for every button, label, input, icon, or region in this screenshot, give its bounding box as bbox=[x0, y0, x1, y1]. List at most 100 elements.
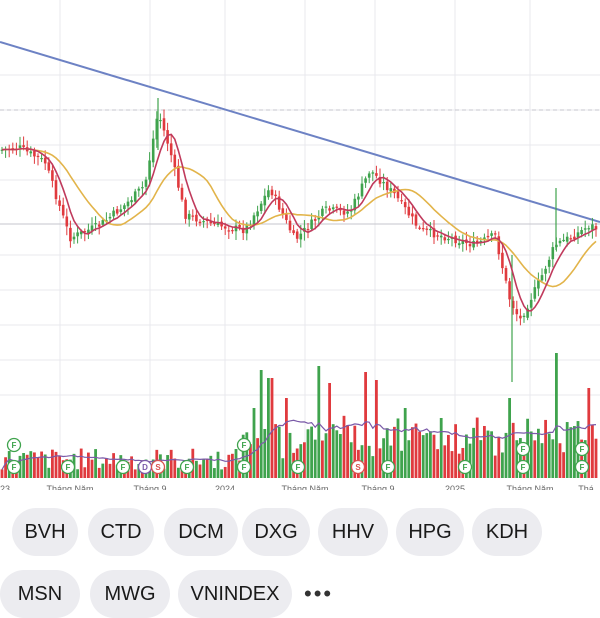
symbol-chip-hpg[interactable]: HPG bbox=[396, 508, 464, 556]
event-marker[interactable]: F bbox=[574, 441, 590, 457]
volume-bar bbox=[166, 455, 169, 478]
volume-bar bbox=[231, 453, 234, 478]
volume-bar bbox=[43, 454, 47, 478]
volume-bar bbox=[371, 456, 375, 478]
volume-bar bbox=[252, 408, 256, 478]
volume-bar bbox=[317, 366, 321, 478]
candle-body bbox=[231, 230, 234, 232]
event-marker-label: F bbox=[12, 463, 17, 472]
volume-bar bbox=[40, 451, 43, 478]
volume-bar bbox=[83, 467, 87, 478]
volume-bar bbox=[249, 444, 252, 478]
event-marker-label: F bbox=[242, 441, 247, 450]
volume-bar bbox=[533, 440, 537, 478]
volume-bar bbox=[497, 436, 501, 478]
event-marker[interactable]: S bbox=[350, 459, 366, 475]
volume-bar bbox=[33, 452, 36, 478]
symbol-chip-ctd[interactable]: CTD bbox=[88, 508, 154, 556]
volume-bar bbox=[256, 438, 259, 478]
candle-body bbox=[216, 222, 220, 225]
volume-bar bbox=[331, 424, 335, 478]
event-marker[interactable]: F bbox=[515, 441, 531, 457]
volume-bar bbox=[112, 453, 115, 478]
candle-body bbox=[306, 228, 310, 231]
event-marker[interactable]: F bbox=[6, 437, 22, 453]
candle-body bbox=[90, 225, 94, 231]
event-marker[interactable]: F bbox=[457, 459, 473, 475]
volume-bar bbox=[504, 432, 508, 478]
candle-body bbox=[313, 219, 317, 221]
candle-body bbox=[468, 244, 472, 247]
volume-bar bbox=[234, 449, 238, 478]
candle-body bbox=[61, 204, 65, 216]
volume-bar bbox=[137, 464, 141, 478]
candle-body bbox=[367, 173, 371, 178]
candle-body bbox=[285, 214, 288, 221]
candle-body bbox=[180, 187, 184, 200]
trendline[interactable] bbox=[0, 41, 600, 223]
volume-bar bbox=[177, 467, 180, 478]
event-marker-label: S bbox=[155, 463, 161, 472]
volume-bar bbox=[223, 466, 227, 478]
event-marker-circle bbox=[6, 459, 22, 475]
candle-body bbox=[432, 228, 436, 238]
event-marker-circle bbox=[350, 459, 366, 475]
volume-bar bbox=[580, 439, 583, 478]
volume-bar bbox=[285, 398, 288, 478]
event-marker[interactable]: F bbox=[179, 459, 195, 475]
symbol-chip-hhv[interactable]: HHV bbox=[318, 508, 388, 556]
symbol-chip-dcm[interactable]: DCM bbox=[164, 508, 238, 556]
event-marker[interactable]: F bbox=[290, 459, 306, 475]
symbol-chip-dxg[interactable]: DXG bbox=[242, 508, 310, 556]
event-marker-label: F bbox=[521, 463, 526, 472]
symbol-chip-msn[interactable]: MSN bbox=[0, 570, 80, 618]
event-marker[interactable]: F bbox=[380, 459, 396, 475]
event-marker-label: F bbox=[580, 463, 585, 472]
event-marker[interactable]: F bbox=[574, 459, 590, 475]
volume-bar bbox=[54, 451, 58, 478]
event-marker-circle bbox=[290, 459, 306, 475]
candle-body bbox=[133, 191, 137, 202]
candle-body bbox=[339, 209, 342, 211]
volume-bar bbox=[443, 445, 447, 478]
volume-bar bbox=[393, 426, 396, 478]
volume-bar bbox=[130, 456, 133, 478]
volume-bar bbox=[4, 457, 7, 478]
symbol-chip-bvh[interactable]: BVH bbox=[12, 508, 78, 556]
event-marker[interactable]: F bbox=[236, 437, 252, 453]
candle-body bbox=[202, 221, 205, 223]
event-marker[interactable]: F bbox=[515, 459, 531, 475]
candle-body bbox=[173, 154, 177, 168]
event-marker[interactable]: F bbox=[115, 459, 131, 475]
symbol-chip-vnindex[interactable]: VNINDEX bbox=[178, 570, 292, 618]
event-marker[interactable]: F bbox=[60, 459, 76, 475]
candle-body bbox=[198, 221, 202, 224]
event-marker[interactable]: D bbox=[137, 459, 153, 475]
symbol-chip-kdh[interactable]: KDH bbox=[472, 508, 542, 556]
candle-body bbox=[537, 280, 540, 289]
candle-body bbox=[403, 202, 407, 208]
volume-bar bbox=[418, 431, 421, 478]
candle-body bbox=[54, 180, 58, 200]
event-marker[interactable]: F bbox=[236, 459, 252, 475]
event-marker[interactable]: S bbox=[150, 459, 166, 475]
volume-bar bbox=[220, 469, 223, 478]
candle-body bbox=[371, 172, 375, 174]
volume-bar bbox=[396, 418, 400, 478]
volume-bar bbox=[425, 433, 429, 478]
candle-body bbox=[447, 238, 450, 241]
symbol-chip-mwg[interactable]: MWG bbox=[90, 570, 170, 618]
candle-body bbox=[540, 275, 544, 281]
candle-body bbox=[349, 210, 353, 212]
candle-body bbox=[112, 210, 115, 217]
volume-bar bbox=[209, 455, 213, 478]
more-symbols-button[interactable]: ••• bbox=[304, 581, 334, 606]
candle-body bbox=[385, 181, 389, 191]
volume-moving-average-line bbox=[1, 419, 597, 470]
volume-bar bbox=[87, 452, 90, 478]
event-marker-circle bbox=[515, 459, 531, 475]
event-marker[interactable]: F bbox=[6, 459, 22, 475]
candle-body bbox=[36, 155, 40, 158]
